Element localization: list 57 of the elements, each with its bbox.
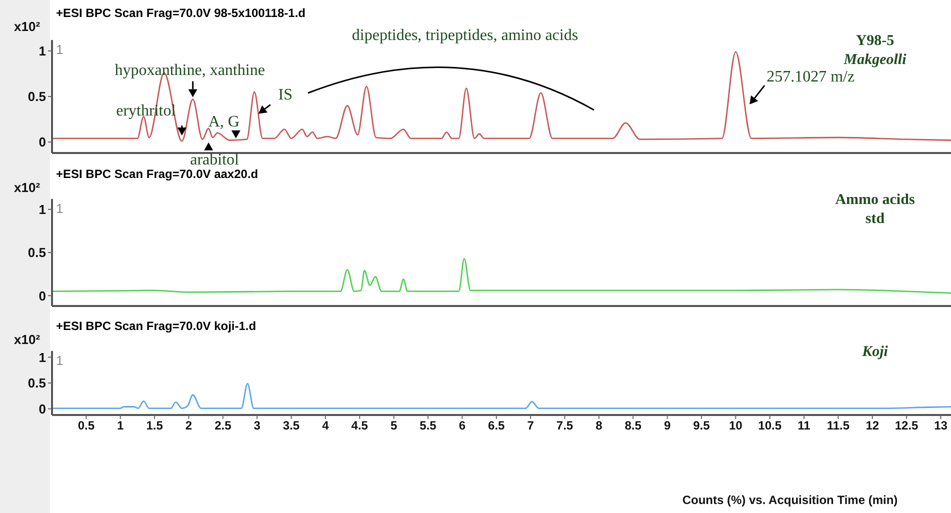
x-tick-label: 8.5 bbox=[624, 418, 642, 433]
annotation: 257.1027 m/z bbox=[766, 68, 855, 86]
chart-title: +ESI BPC Scan Frag=70.0V aax20.d bbox=[56, 167, 258, 181]
x-axis-title: Counts (%) vs. Acquisition Time (min) bbox=[681, 493, 899, 507]
x-tick-label: 9.5 bbox=[693, 418, 710, 433]
y-tick-label: 1 bbox=[38, 350, 46, 365]
annotation: 1 bbox=[56, 42, 64, 57]
y-axis-title: x10² bbox=[14, 180, 40, 195]
x-tick-label: 10.5 bbox=[758, 418, 782, 433]
x-tick-label: 12 bbox=[866, 418, 880, 433]
y-tick-label: 1 bbox=[38, 202, 46, 217]
x-tick-label: 11.5 bbox=[826, 418, 850, 433]
x-tick-label: 6 bbox=[458, 418, 466, 433]
x-tick-label: 1 bbox=[117, 418, 124, 433]
line-series bbox=[52, 258, 951, 294]
line-series bbox=[52, 382, 951, 409]
x-tick-label: 7 bbox=[527, 418, 534, 433]
chart-subtitle: Ammo acids std bbox=[835, 191, 915, 229]
y-tick-label: 0.5 bbox=[28, 245, 46, 260]
x-tick-label: 5.5 bbox=[420, 418, 437, 433]
x-tick-label: 12.5 bbox=[894, 418, 919, 433]
annotation: 1 bbox=[56, 201, 64, 216]
y-tick-label: 0.5 bbox=[28, 376, 46, 391]
y-tick-label: 0 bbox=[38, 134, 46, 150]
annotation: IS bbox=[278, 86, 293, 104]
annotation: arabitol bbox=[190, 151, 240, 168]
chart-title: +ESI BPC Scan Frag=70.0V 98-5x100118-1.d bbox=[56, 6, 306, 20]
x-tick-label: 0.5 bbox=[78, 418, 95, 433]
x-tick-label: 3 bbox=[254, 418, 261, 433]
y-tick-label: 1 bbox=[38, 44, 46, 59]
annotation: hypoxanthine, xanthine bbox=[114, 62, 265, 80]
x-tick-label: 4 bbox=[322, 418, 330, 433]
y-axis-title: x10² bbox=[14, 19, 40, 34]
x-tick-label: 4.5 bbox=[351, 418, 368, 433]
x-tick-label: 1.5 bbox=[146, 418, 164, 433]
x-tick-label: 10 bbox=[728, 418, 743, 433]
annotation: A, G bbox=[208, 113, 240, 130]
annotation: dipeptides, tripeptides, amino acids bbox=[350, 27, 580, 45]
x-tick-label: 9 bbox=[664, 418, 671, 433]
annotation: Koji bbox=[861, 343, 889, 362]
annotation: 1 bbox=[56, 353, 64, 368]
x-tick-label: 3.5 bbox=[282, 418, 300, 433]
x-tick-label: 6.5 bbox=[488, 418, 506, 433]
x-tick-label: 2 bbox=[185, 418, 192, 433]
chart-subtitle: Y98-5 bbox=[854, 32, 896, 51]
chart-title: +ESI BPC Scan Frag=70.0V koji-1.d bbox=[56, 319, 256, 333]
y-tick-label: 0 bbox=[38, 288, 46, 304]
y-tick-label: 0 bbox=[38, 401, 46, 416]
x-tick-label: 7.5 bbox=[556, 418, 574, 433]
y-tick-label: 0.5 bbox=[28, 89, 46, 104]
x-tick-label: 5 bbox=[390, 418, 398, 433]
x-tick-label: 11 bbox=[798, 418, 811, 433]
x-tick-label: 13 bbox=[934, 418, 948, 433]
y-axis-title: x10² bbox=[14, 332, 40, 347]
annotation: Makgeolli bbox=[842, 51, 908, 70]
x-tick-label: 2.5 bbox=[214, 418, 232, 433]
x-tick-label: 8 bbox=[596, 418, 603, 433]
